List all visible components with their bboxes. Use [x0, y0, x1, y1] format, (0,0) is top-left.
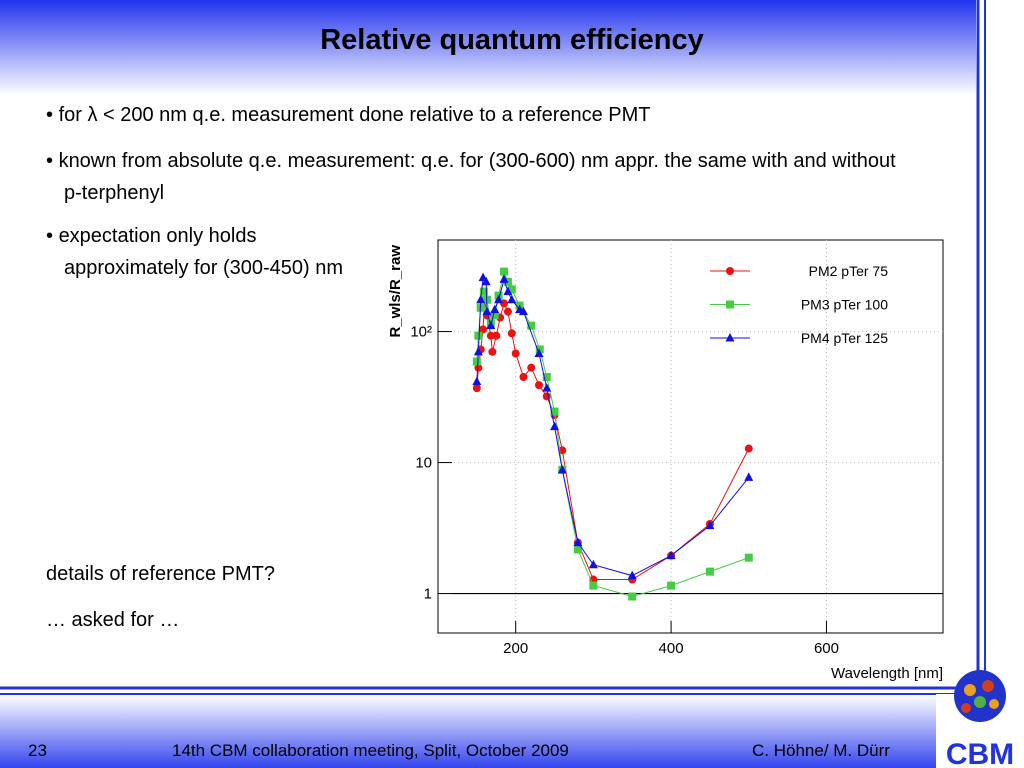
data-point — [628, 592, 637, 601]
data-point — [473, 346, 483, 356]
data-point — [472, 357, 481, 366]
data-point — [474, 331, 483, 340]
y-tick-label: 10² — [410, 324, 432, 341]
data-point — [667, 581, 676, 590]
data-point — [666, 550, 676, 560]
y-tick-label: 1 — [424, 586, 432, 603]
data-point — [490, 311, 499, 320]
data-point — [476, 294, 486, 304]
series-line — [476, 299, 750, 581]
data-point — [535, 381, 543, 390]
data-point — [482, 306, 492, 316]
data-point — [472, 384, 481, 393]
data-point — [494, 294, 504, 304]
data-point — [744, 472, 754, 481]
data-point — [472, 376, 482, 386]
data-point — [589, 581, 598, 590]
data-point — [588, 559, 598, 569]
data-point — [500, 267, 509, 276]
data-point — [503, 307, 512, 316]
plot-frame — [437, 239, 944, 634]
data-point — [705, 567, 714, 576]
header-band — [0, 0, 976, 95]
footer-authors: C. Höhne/ M. Dürr — [752, 741, 890, 760]
data-point — [479, 287, 488, 296]
data-point — [519, 372, 528, 381]
logo-dot — [982, 680, 994, 692]
series-line — [476, 269, 749, 598]
data-point — [474, 363, 483, 372]
y-axis-label: R_wls/R_raw — [387, 245, 404, 338]
data-point — [705, 520, 715, 530]
logo-dot — [964, 684, 976, 696]
data-point — [490, 304, 500, 314]
note: details of reference PMT? — [46, 563, 275, 585]
data-point — [507, 294, 517, 304]
legend-label: PM2 pTer 75 — [809, 263, 889, 279]
data-point — [488, 347, 497, 356]
note: … asked for … — [46, 609, 180, 631]
x-tick-label: 200 — [503, 640, 528, 657]
data-point — [573, 545, 582, 554]
data-point — [744, 553, 753, 562]
logo-dot — [989, 699, 999, 709]
data-point — [518, 306, 528, 316]
data-point — [527, 321, 536, 330]
data-point — [479, 325, 488, 334]
x-axis-label: Wavelength [nm] — [831, 665, 943, 682]
data-point — [627, 570, 637, 580]
x-tick-label: 400 — [659, 640, 684, 657]
slide-title: Relative quantum efficiency — [320, 24, 704, 56]
logo-dot — [961, 703, 971, 713]
logo-dot — [974, 696, 986, 708]
data-point — [486, 320, 496, 330]
data-point — [507, 329, 516, 338]
page-number: 23 — [28, 741, 47, 760]
logo-text: CBM — [946, 738, 1014, 768]
data-point — [503, 286, 513, 296]
data-point — [511, 349, 520, 358]
chart-background — [343, 225, 963, 683]
data-point — [744, 444, 753, 453]
data-point — [527, 363, 536, 372]
data-point — [573, 537, 583, 547]
data-point — [550, 421, 560, 431]
data-point — [503, 277, 512, 286]
bullet: expectation only holds approximately for… — [46, 220, 349, 284]
data-point — [542, 372, 551, 381]
legend-marker — [726, 267, 734, 275]
footer-band — [0, 695, 1024, 768]
data-point — [481, 276, 491, 286]
y-tick-label: 10 — [415, 455, 432, 472]
data-point — [557, 464, 567, 474]
data-point — [542, 383, 552, 392]
bullet: for λ < 200 nm q.e. measurement done rel… — [46, 99, 924, 131]
legend-label: PM4 pTer 125 — [801, 330, 888, 346]
legend-marker — [726, 300, 734, 309]
data-point — [542, 392, 551, 401]
footer-event: 14th CBM collaboration meeting, Split, O… — [172, 741, 569, 760]
data-point — [492, 331, 501, 340]
x-tick-label: 600 — [814, 640, 839, 657]
bullet: known from absolute q.e. measurement: q.… — [46, 145, 904, 209]
legend-label: PM3 pTer 100 — [801, 297, 888, 313]
legend-marker — [725, 333, 735, 342]
data-point — [507, 285, 516, 294]
data-point — [550, 407, 559, 416]
data-point — [499, 274, 509, 283]
data-point — [534, 348, 544, 358]
data-point — [535, 345, 544, 354]
series-line — [476, 276, 750, 577]
